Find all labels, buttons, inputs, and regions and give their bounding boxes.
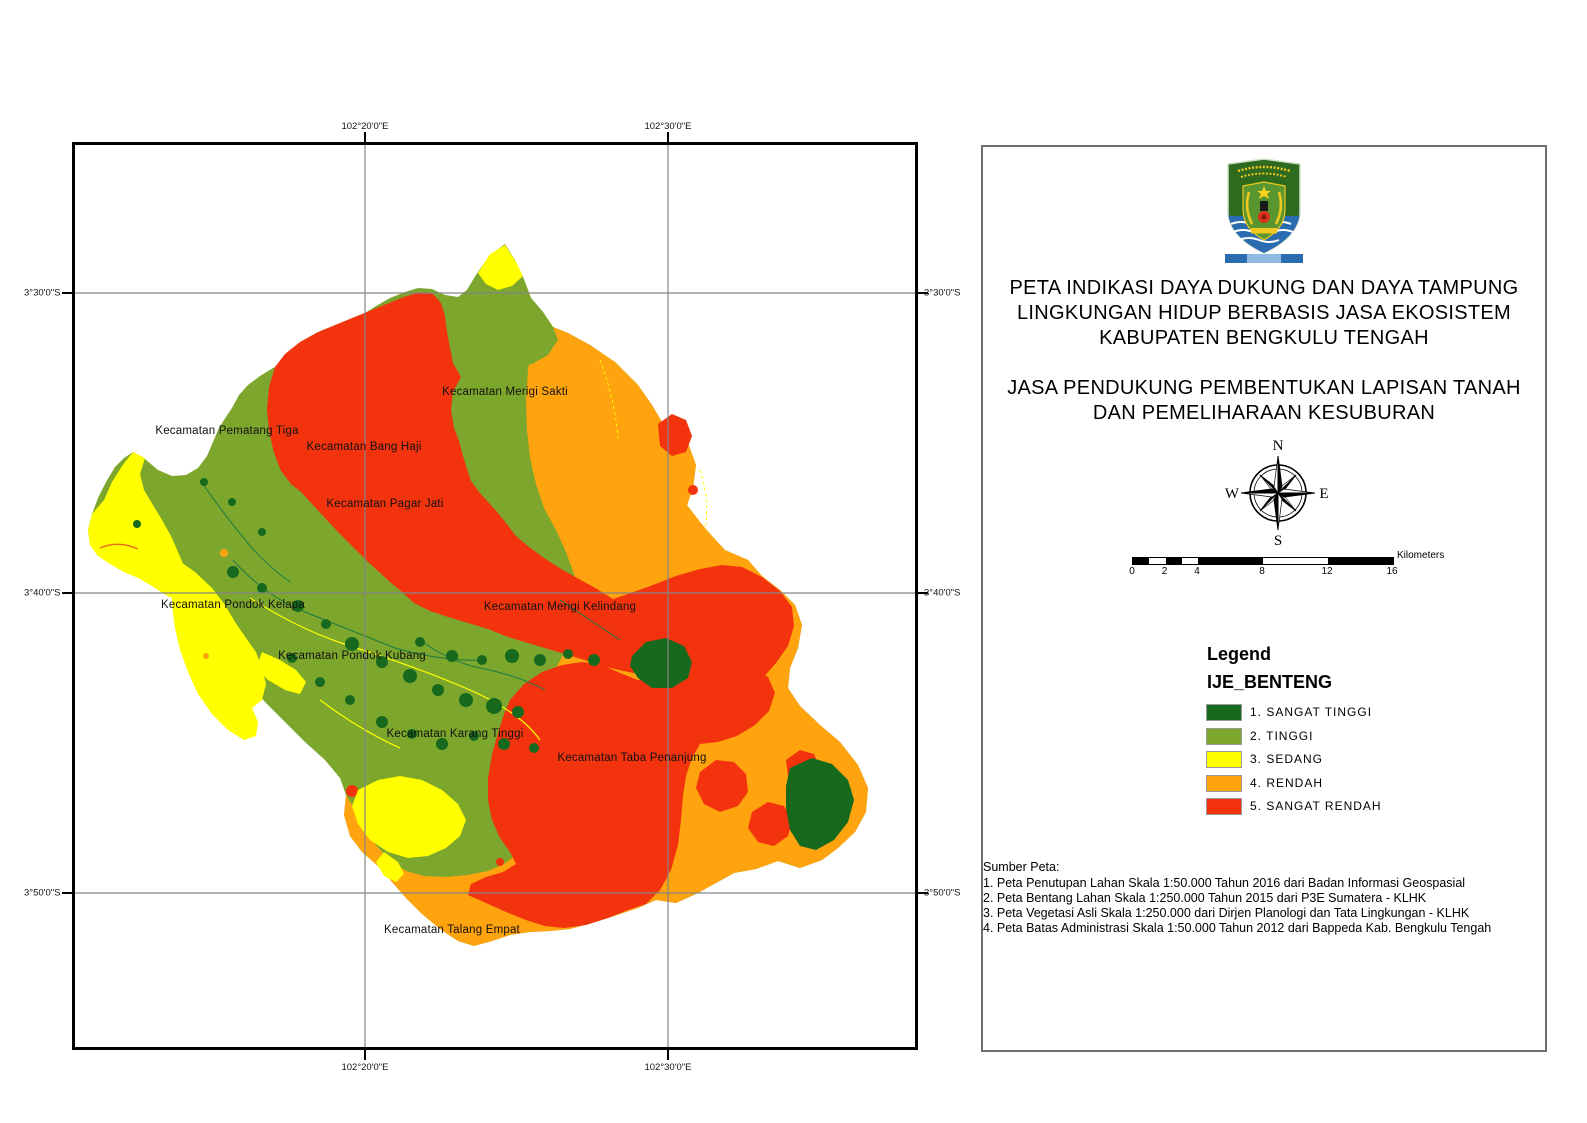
district-label: Kecamatan Taba Penanjung [557, 752, 707, 764]
frame-tick [667, 132, 669, 142]
lat-label-left: 3°50'0"S [24, 887, 61, 899]
district-label: Kecamatan Talang Empat [384, 924, 520, 936]
map-title-line: PETA INDIKASI DAYA DUKUNG DAN DAYA TAMPU… [1009, 277, 1519, 299]
region-sangat-rendah-selatan [468, 662, 775, 928]
legend-swatch [1206, 774, 1242, 792]
legend-swatch [1206, 727, 1242, 745]
river-line [419, 639, 546, 691]
info-panel [981, 145, 1547, 1052]
legend-title: Legend [1207, 644, 1272, 664]
lon-label-top: 102°30'0"E [644, 121, 692, 132]
red-patch [696, 760, 748, 812]
road-line [599, 359, 619, 439]
region-sedang [172, 560, 266, 740]
map-subtitle: JASA PENDUKUNG PEMBENTUKAN LAPISAN TANAH… [0, 376, 1587, 426]
legend-item-label: 3. SEDANG [1250, 752, 1324, 766]
legend-item-label: 2. TINGGI [1250, 728, 1314, 743]
source-line: 1. Peta Penutupan Lahan Skala 1:50.000 T… [983, 876, 1466, 890]
source-line: 2. Peta Bentang Lahan Skala 1:250.000 Ta… [983, 891, 1427, 905]
compass-e-label: E [1319, 486, 1328, 502]
region-sedang [256, 652, 306, 694]
legend-item-label: 4. RENDAH [1250, 775, 1324, 790]
scale-bar [1132, 557, 1394, 565]
district-label: Kecamatan Karang Tinggi [386, 728, 524, 740]
legend-swatch [1206, 798, 1242, 815]
scale-tick-label: 4 [1194, 566, 1200, 577]
scale-tick-label: 16 [1386, 566, 1398, 577]
map-title: PETA INDIKASI DAYA DUKUNG DAN DAYA TAMPU… [0, 276, 1587, 351]
region-sedang [478, 245, 523, 290]
scale-tick-label: 2 [1161, 566, 1168, 577]
lon-label-bottom: 102°30'0"E [644, 1062, 692, 1073]
legend-swatch [1206, 751, 1242, 768]
scale-tick-label: 0 [1129, 566, 1135, 577]
compass-w-label: W [1225, 486, 1240, 502]
district-label: Kecamatan Bang Haji [306, 441, 422, 453]
frame-tick [62, 892, 72, 894]
road-line [699, 469, 708, 531]
map-title-line: KABUPATEN BENGKULU TENGAH [1099, 327, 1429, 349]
river-line [199, 479, 291, 583]
frame-tick [918, 592, 928, 594]
legend-layer-name: IJE_BENTENG [1207, 672, 1333, 692]
map-subtitle-line: DAN PEMELIHARAAN KESUBURAN [1092, 402, 1436, 424]
frame-tick [62, 292, 72, 294]
map-frame [72, 142, 918, 1050]
district-label: Kecamatan Pematang Tiga [155, 425, 299, 437]
district-label: Kecamatan Pondok Kubang [278, 650, 426, 662]
district-label: Kecamatan Merigi Sakti [442, 386, 568, 398]
road-line [319, 699, 401, 749]
scale-unit-label: Kilometers [1397, 550, 1445, 561]
lat-label-right: 3°40'0"S [924, 587, 961, 599]
scale-tick-label: 8 [1259, 566, 1265, 577]
river-line [232, 559, 486, 661]
district-label: Kecamatan Pagar Jati [326, 498, 444, 510]
red-patch [688, 485, 698, 495]
map-canvas [72, 142, 918, 1050]
region-sedang [376, 852, 404, 882]
road-line [99, 543, 139, 550]
lon-label-top: 102°20'0"E [341, 121, 389, 132]
lat-label-right: 3°30'0"S [924, 287, 961, 299]
frame-tick [364, 132, 366, 142]
lat-label-left: 3°30'0"S [24, 287, 61, 299]
river-line [559, 599, 621, 641]
lat-label-right: 3°50'0"S [924, 887, 961, 899]
orange-dot [220, 549, 228, 557]
compass-cardinal-points [1240, 455, 1316, 531]
lon-label-bottom: 102°20'0"E [341, 1062, 389, 1073]
graticule-lines [73, 143, 917, 1049]
district-label: Kecamatan Merigi Kelindang [483, 601, 637, 613]
legend-item-label: 1. SANGAT TINGGI [1250, 705, 1373, 719]
frame-tick [918, 292, 928, 294]
frame-tick [918, 892, 928, 894]
region-sangat-tinggi [133, 478, 854, 850]
scale-tick-label: 12 [1321, 566, 1333, 577]
legend-item-label: 5. SANGAT RENDAH [1250, 799, 1382, 813]
red-patch [496, 858, 504, 866]
compass-s-label: S [1274, 533, 1282, 549]
frame-tick [667, 1050, 669, 1060]
frame-tick [62, 592, 72, 594]
map-title-line: LINGKUNGAN HIDUP BERBASIS JASA EKOSISTEM [1017, 302, 1511, 324]
road-line [249, 597, 541, 741]
orange-dot [203, 653, 209, 659]
source-line: 4. Peta Batas Administrasi Skala 1:50.00… [983, 921, 1492, 935]
red-patch [346, 785, 358, 797]
legend-swatch [1206, 704, 1242, 721]
red-patch [748, 802, 792, 846]
frame-tick [364, 1050, 366, 1060]
map-subtitle-line: JASA PENDUKUNG PEMBENTUKAN LAPISAN TANAH [1007, 377, 1521, 399]
region-sedang [352, 776, 466, 858]
lat-label-left: 3°40'0"S [24, 587, 61, 599]
source-line: 3. Peta Vegetasi Asli Skala 1:250.000 da… [983, 906, 1470, 920]
sources-heading: Sumber Peta: [983, 860, 1060, 874]
region-sangat-rendah-utara [267, 292, 794, 703]
district-label: Kecamatan Pondok Kelapa [161, 599, 305, 611]
red-patch [658, 414, 692, 456]
compass-n-label: N [1273, 438, 1284, 454]
regency-coat-of-arms [1225, 158, 1303, 263]
north-arrow-compass: N E S W [1225, 438, 1329, 549]
